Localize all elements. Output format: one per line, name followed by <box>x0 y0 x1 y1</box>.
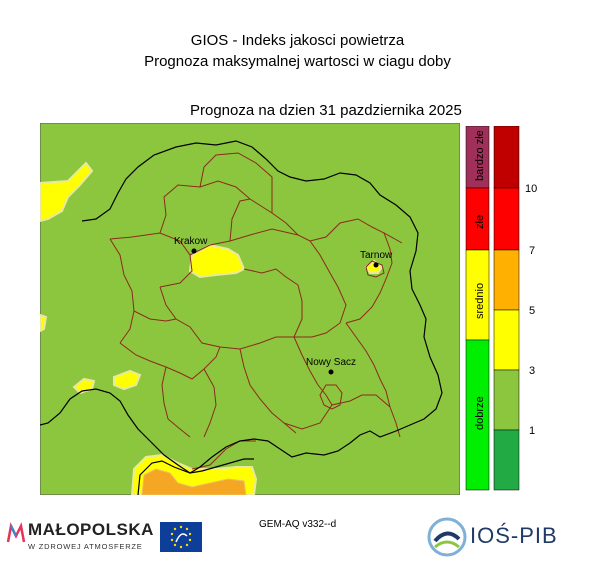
srednie-zone-w <box>40 313 48 333</box>
nowy-sacz-marker <box>328 369 334 375</box>
scale-step-1 <box>493 126 520 189</box>
district-borders <box>109 152 403 470</box>
srednie-zone-krakow <box>188 243 246 279</box>
eu-stars-icon <box>170 525 192 549</box>
orange-zone-south <box>141 468 247 495</box>
forecast-map: Krakow Tarnow Nowy Sacz <box>40 123 460 495</box>
scale-label-5: 5 <box>529 305 535 317</box>
category-label-srednie: srednio <box>474 283 486 319</box>
srednie-zone-nw <box>40 161 94 223</box>
malopolska-mark-icon <box>6 522 26 543</box>
model-version: GEM-AQ v332--d <box>259 519 337 530</box>
aqi-legend: bardzo złe złe srednio dobrze 10 7 5 3 1 <box>465 126 537 491</box>
krakow-label: Krakow <box>174 236 208 247</box>
malopolska-logo-subtext: W ZDROWEJ ATMOSFERZE <box>28 542 143 551</box>
scale-step-6 <box>493 429 520 491</box>
ios-pib-logo-text: IOŚ-PIB <box>470 523 558 548</box>
category-label-bardzo-zle: bardzo złe <box>474 130 486 181</box>
ios-swirl-icon <box>427 517 467 557</box>
category-label-dobre: dobrze <box>474 396 486 430</box>
srednie-zone-sw2 <box>113 369 142 391</box>
category-label-zle: złe <box>474 215 486 229</box>
scale-label-10: 10 <box>525 183 537 195</box>
forecast-date: Prognoza na dzien 31 pazdziernika 2025 <box>190 102 462 119</box>
krakow-marker <box>191 248 197 254</box>
scale-step-4 <box>493 309 520 371</box>
scale-label-7: 7 <box>529 245 535 257</box>
nowy-sacz-label: Nowy Sacz <box>306 357 356 368</box>
scale-step-5 <box>493 369 520 431</box>
scale-label-1: 1 <box>529 425 535 437</box>
malopolska-logo-text: MAŁOPOLSKA <box>28 520 154 539</box>
eu-life-logo <box>160 522 202 552</box>
southern-border <box>137 458 254 495</box>
malopolska-logo: MAŁOPOLSKA W ZDROWEJ ATMOSFERZE <box>6 520 156 560</box>
tarnow-marker <box>373 262 379 268</box>
category-dobre <box>465 339 490 491</box>
ios-pib-logo: IOŚ-PIB <box>425 515 575 560</box>
scale-step-3 <box>493 249 520 311</box>
map-subtitle: Prognoza maksymalnej wartosci w ciagu do… <box>144 53 451 70</box>
scale-label-3: 3 <box>529 365 535 377</box>
map-title: GIOS - Indeks jakosci powietrza <box>190 32 405 49</box>
scale-step-2 <box>493 187 520 251</box>
tarnow-label: Tarnow <box>360 250 393 261</box>
voivodeship-border <box>40 140 443 474</box>
